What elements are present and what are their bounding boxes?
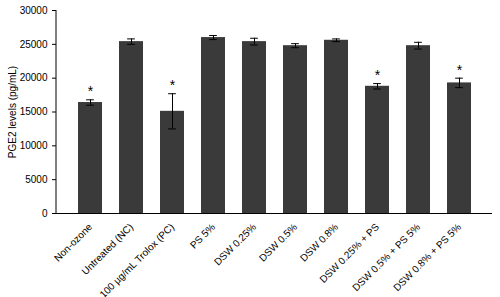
svg-text:25000: 25000 xyxy=(20,39,48,50)
svg-text:*: * xyxy=(375,67,381,83)
svg-text:*: * xyxy=(88,83,94,99)
svg-text:*: * xyxy=(457,62,463,78)
svg-text:DSW 0.8% + PS 5%: DSW 0.8% + PS 5% xyxy=(391,221,463,293)
svg-text:PGE2 levels (pg/mL): PGE2 levels (pg/mL) xyxy=(7,66,18,158)
svg-text:0: 0 xyxy=(42,208,48,219)
svg-text:Untreated (NC): Untreated (NC) xyxy=(79,221,136,277)
svg-text:20000: 20000 xyxy=(20,72,48,83)
svg-text:DSW 0.8%: DSW 0.8% xyxy=(298,221,340,263)
svg-text:DSW 0.25%: DSW 0.25% xyxy=(212,221,258,267)
svg-text:Non-ozone: Non-ozone xyxy=(52,221,95,264)
svg-text:15000: 15000 xyxy=(20,106,48,117)
svg-text:*: * xyxy=(170,77,176,93)
svg-text:10000: 10000 xyxy=(20,140,48,151)
svg-text:DSW 0.5%: DSW 0.5% xyxy=(257,221,299,263)
svg-text:PS 5%: PS 5% xyxy=(188,221,217,250)
svg-text:5000: 5000 xyxy=(25,174,48,185)
svg-text:DSW 0.5% + PS 5%: DSW 0.5% + PS 5% xyxy=(350,221,422,293)
svg-text:30000: 30000 xyxy=(20,5,48,16)
svg-text:100 µg/mL Trolox (PC): 100 µg/mL Trolox (PC) xyxy=(97,221,176,297)
svg-text:DSW 0.25% + PS: DSW 0.25% + PS xyxy=(317,221,382,285)
